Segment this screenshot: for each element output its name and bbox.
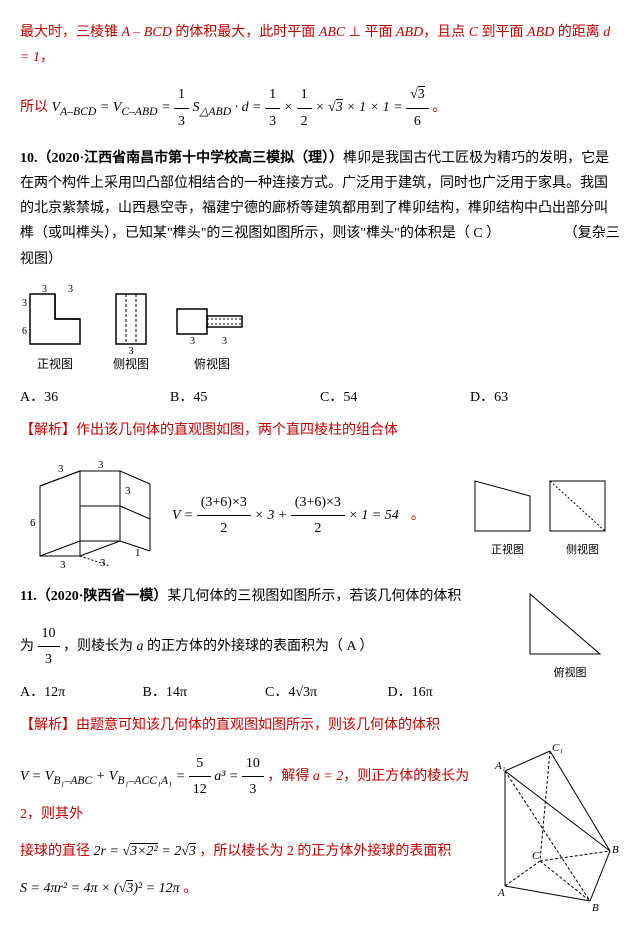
q11-body1: 某几何体的三视图如图所示，若该几何体的体积 [167, 589, 461, 604]
svg-text:A₁: A₁ [494, 760, 506, 772]
q11-choices: A．12π B．14π C．4√3π D．16π [20, 680, 510, 705]
analysis-label: 【解析】 [20, 423, 76, 438]
analysis-text: 作出该几何体的直观图如图，两个直四棱柱的组合体 [76, 423, 398, 438]
svg-text:3: 3 [129, 346, 134, 354]
q11-analysis: 【解析】由题意可知该几何体的直观图如图所示，则该几何体的体积 [20, 713, 620, 738]
top-view: 3 3 俯视图 [172, 299, 252, 376]
q11-analysis-label: 【解析】 [20, 718, 76, 733]
svg-text:3: 3 [60, 559, 66, 571]
q10-volume-formula: V = (3+6)×32 × 3 + (3+6)×32 × 1 = 54 [172, 490, 399, 541]
formula-abcd: A – BCD [122, 25, 172, 40]
svg-text:3: 3 [100, 557, 106, 569]
svg-text:B₁: B₁ [612, 844, 620, 856]
period: 。 [432, 100, 446, 115]
q11-3d-diagram: A₁ C₁ B₁ A C B [480, 741, 620, 911]
svg-text:6: 6 [30, 517, 36, 529]
svg-text:3: 3 [58, 463, 64, 475]
top-view-label: 俯视图 [172, 354, 252, 376]
suoyi-label: 所以 [20, 100, 48, 115]
three-views-row: 6 3 3 3 正视图 3 侧视图 3 3 俯视图 [20, 284, 620, 376]
side-view-label: 侧视图 [106, 354, 156, 376]
top-view-svg: 3 3 [172, 299, 252, 354]
q11-choice-a: A．12π [20, 680, 143, 705]
svg-text:6: 6 [22, 326, 27, 337]
q10-analysis: 【解析】作出该几何体的直观图如图，两个直四棱柱的组合体 [20, 418, 620, 443]
svg-text:B: B [592, 902, 599, 911]
svg-text:C₁: C₁ [552, 742, 563, 754]
q11-number: 11.（2020·陕西省一模） [20, 589, 167, 604]
front-view-label: 正视图 [20, 354, 90, 376]
intro-text-1: 最大时，三棱锥 A – BCD 的体积最大，此时平面 ABC ⊥ 平面 ABD，… [20, 25, 610, 65]
q10-section: 10.（2020·江西省南昌市第十中学校高三模拟（理））榫卯是我国古代工匠极为精… [20, 146, 620, 272]
q10-3d-diagram: 6 3 3 3 3 3 1 [20, 456, 160, 576]
q11-choice-d: D．16π [388, 680, 511, 705]
choice-c: C．54 [320, 385, 470, 410]
choice-d: D．63 [470, 385, 620, 410]
svg-text:1: 1 [135, 547, 141, 559]
svg-text:A: A [497, 887, 505, 899]
side-view-svg: 3 [106, 284, 156, 354]
front-view: 6 3 3 3 正视图 [20, 284, 90, 376]
q10-choices: A．36 B．45 C．54 D．63 [20, 385, 620, 410]
intro-section: 最大时，三棱锥 A – BCD 的体积最大，此时平面 ABC ⊥ 平面 ABD，… [20, 20, 620, 70]
choice-a: A．36 [20, 385, 170, 410]
intro-formula-row: 所以 VA–BCD = VC–ABD = 13 S△ABD · d = 13 ×… [20, 82, 620, 133]
svg-text:3: 3 [190, 336, 195, 347]
q11-analysis-text: 由题意可知该几何体的直观图如图所示，则该几何体的体积 [76, 718, 440, 733]
choice-b: B．45 [170, 385, 320, 410]
front-view-svg: 6 3 3 3 [20, 284, 90, 354]
q11-right-diagram: 俯视图 [520, 584, 620, 684]
q11-side-diagrams: 正视图侧视图 [470, 471, 620, 561]
volume-formula: VA–BCD = VC–ABD = 13 S△ABD · d = 13 × 12… [52, 100, 433, 115]
svg-text:3: 3 [125, 485, 131, 497]
q10-diagram-row: 6 3 3 3 3 3 1 V = (3+6)×32 × 3 + (3+6)×3… [20, 456, 620, 576]
svg-text:3: 3 [68, 284, 73, 295]
q11-choice-b: B．14π [143, 680, 266, 705]
svg-text:3: 3 [42, 284, 47, 295]
q10-number: 10.（2020·江西省南昌市第十中学校高三模拟（理）） [20, 151, 343, 166]
svg-text:C: C [532, 850, 540, 862]
svg-text:3: 3 [222, 336, 227, 347]
q11-choice-c: C．4√3π [265, 680, 388, 705]
svg-text:3: 3 [22, 298, 27, 309]
side-view: 3 侧视图 [106, 284, 156, 376]
svg-text:3: 3 [98, 459, 104, 471]
